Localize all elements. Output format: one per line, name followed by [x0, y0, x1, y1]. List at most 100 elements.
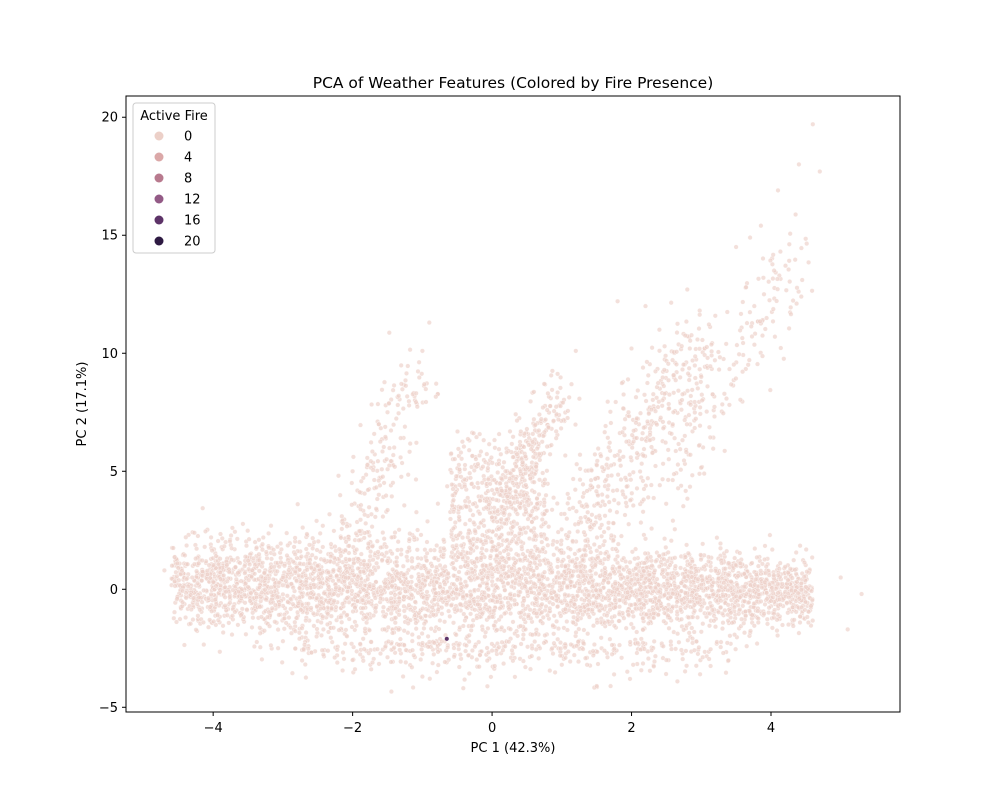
scatter-point [475, 461, 481, 467]
scatter-point [790, 604, 796, 610]
scatter-point [796, 630, 802, 636]
scatter-point [460, 535, 466, 541]
scatter-point [465, 531, 471, 536]
scatter-point [381, 604, 386, 610]
scatter-point [223, 539, 229, 545]
scatter-point [268, 523, 274, 529]
scatter-point [582, 577, 588, 583]
scatter-point [485, 625, 491, 631]
scatter-point [374, 560, 380, 566]
scatter-point [222, 603, 228, 609]
scatter-point [369, 543, 375, 549]
scatter-point [732, 555, 738, 561]
scatter-point [479, 576, 485, 582]
scatter-point [803, 599, 808, 605]
scatter-point [284, 530, 290, 536]
scatter-point [542, 569, 547, 575]
scatter-point [587, 568, 593, 574]
scatter-point [479, 480, 485, 486]
scatter-point [201, 587, 207, 593]
scatter-point [314, 626, 320, 632]
scatter-point [699, 577, 705, 583]
scatter-point [718, 541, 723, 546]
scatter-point [172, 609, 177, 615]
scatter-point [494, 599, 500, 605]
scatter-point [415, 527, 421, 533]
scatter-point [439, 611, 445, 617]
scatter-point [373, 506, 379, 512]
scatter-point [447, 585, 453, 591]
scatter-point [782, 564, 788, 570]
scatter-point [720, 626, 725, 632]
scatter-point [191, 561, 197, 567]
scatter-point [414, 547, 420, 553]
scatter-point [711, 579, 716, 585]
scatter-point [377, 439, 383, 445]
scatter-point [605, 580, 611, 585]
scatter-point [184, 576, 189, 582]
scatter-point [268, 589, 274, 595]
scatter-point [413, 399, 419, 405]
scatter-point [515, 552, 521, 558]
scatter-point [531, 572, 537, 578]
scatter-point [476, 524, 482, 530]
scatter-point [516, 574, 522, 580]
scatter-point [511, 556, 517, 562]
scatter-point [786, 622, 791, 628]
scatter-point [331, 528, 337, 534]
scatter-point [661, 618, 667, 624]
scatter-point [258, 574, 264, 580]
scatter-point [551, 613, 557, 619]
scatter-point [303, 572, 308, 578]
scatter-point [218, 531, 223, 537]
scatter-point [500, 464, 506, 470]
scatter-point [784, 600, 790, 606]
scatter-point [549, 569, 555, 575]
scatter-point [689, 592, 694, 598]
scatter-point [416, 578, 422, 584]
scatter-point [392, 464, 398, 470]
scatter-point [194, 568, 200, 574]
scatter-point [416, 359, 422, 365]
scatter-point [553, 593, 559, 599]
scatter-point [489, 548, 495, 554]
scatter-point [440, 589, 446, 595]
scatter-point [206, 595, 211, 601]
scatter-point [368, 666, 374, 672]
scatter-point [379, 387, 385, 393]
scatter-point [434, 543, 440, 548]
scatter-point [268, 585, 274, 590]
scatter-point [531, 489, 537, 495]
scatter-point [607, 607, 613, 613]
scatter-point [540, 582, 546, 588]
scatter-point [623, 559, 629, 564]
scatter-point [226, 620, 232, 626]
scatter-point [528, 550, 533, 556]
scatter-point [316, 576, 322, 582]
scatter-point [373, 605, 379, 611]
scatter-point [388, 610, 394, 616]
scatter-point [467, 517, 473, 523]
scatter-point [562, 563, 568, 569]
scatter-point [407, 531, 413, 537]
scatter-point [346, 543, 352, 549]
scatter-point [752, 582, 758, 588]
scatter-point [364, 462, 370, 468]
scatter-point [453, 591, 459, 597]
scatter-point [423, 386, 429, 392]
scatter-point [685, 637, 691, 643]
scatter-point [791, 557, 797, 563]
scatter-point [409, 558, 415, 564]
scatter-point [595, 555, 601, 561]
scatter-point [338, 553, 344, 559]
scatter-point [409, 638, 415, 644]
scatter-point [646, 572, 652, 578]
scatter-point [671, 574, 677, 580]
scatter-point [559, 586, 564, 592]
scatter-point [625, 589, 631, 595]
scatter-point [288, 606, 294, 612]
scatter-point [683, 554, 688, 560]
scatter-point [297, 567, 302, 573]
scatter-point [275, 594, 281, 600]
scatter-point [254, 639, 260, 645]
